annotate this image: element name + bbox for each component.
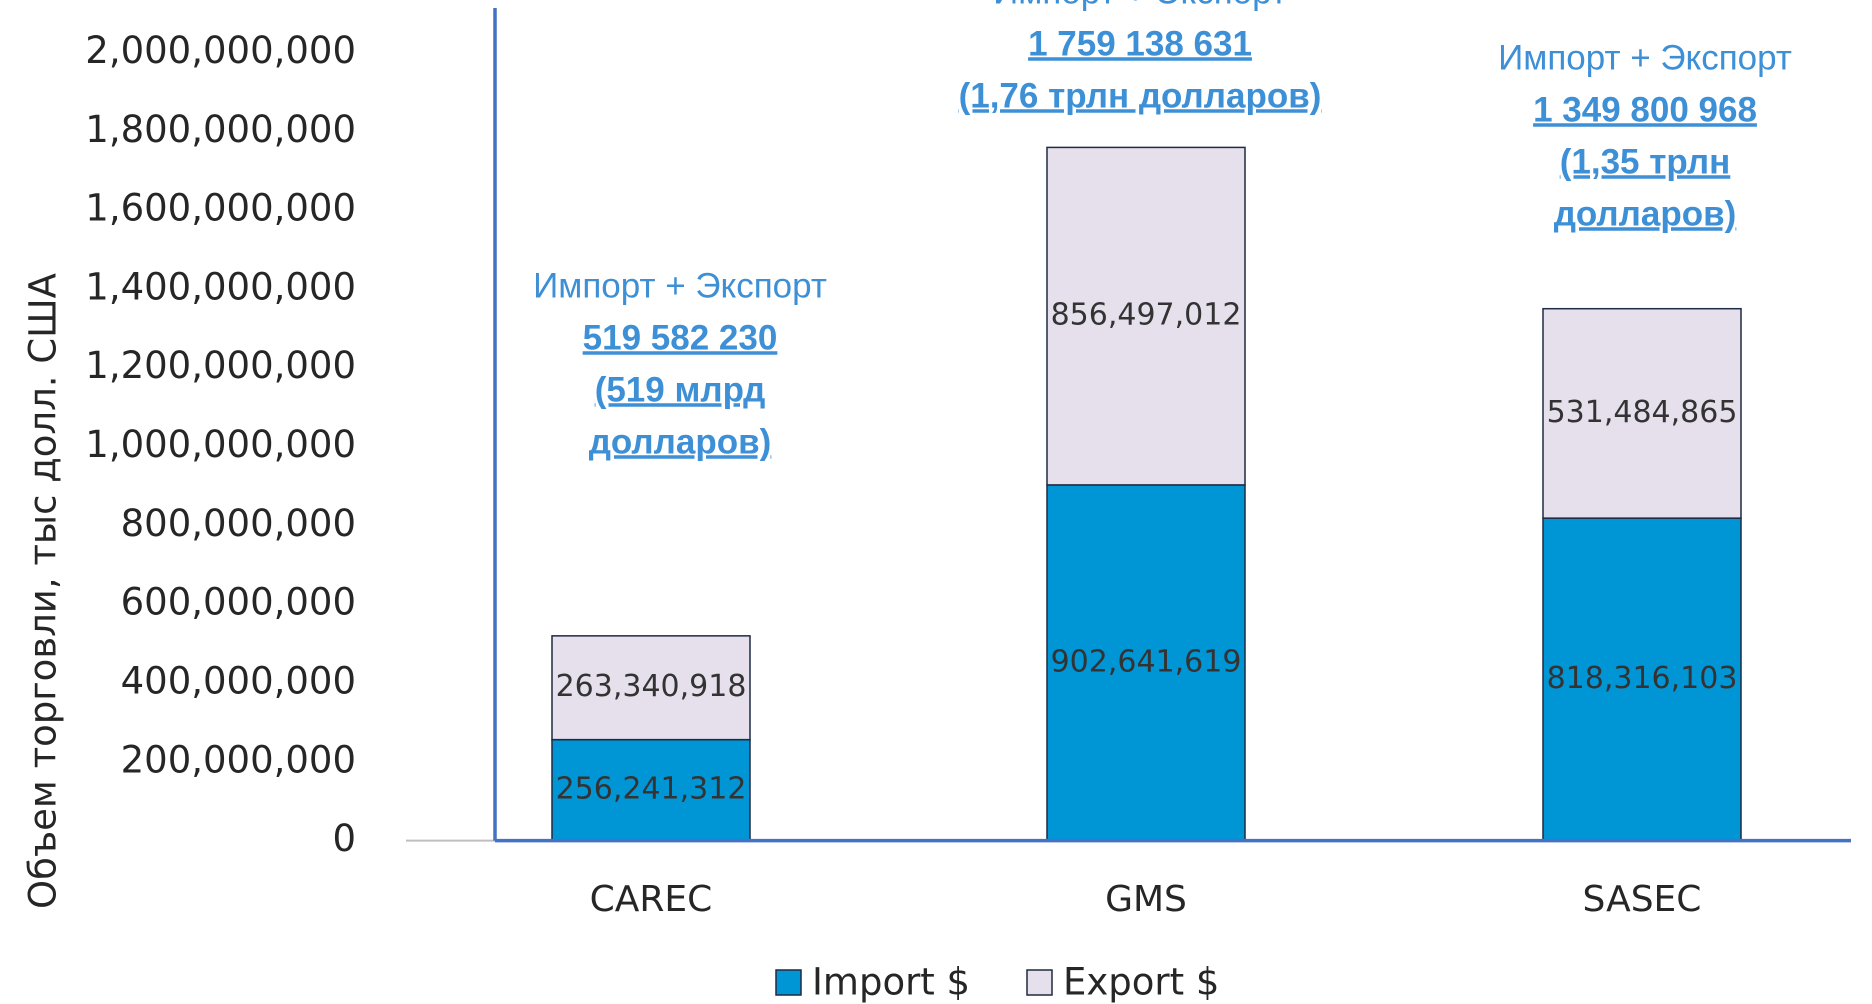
data-label: 263,340,918 — [556, 669, 747, 704]
chart: Объем торговли, тыс долл. США 0 200,000,0… — [0, 0, 1872, 1004]
x-tick-label: CAREC — [590, 879, 713, 920]
y-tick-label: 800,000,000 — [121, 502, 356, 545]
annotation-total: 1 759 138 631 — [1028, 24, 1252, 63]
legend-marker — [1027, 970, 1052, 995]
annotation-total: (1,35 трлн — [1560, 142, 1731, 181]
annotation-total: долларов) — [589, 422, 772, 461]
annotation-title: Импорт + Экспорт — [993, 0, 1287, 11]
data-label: 531,484,865 — [1547, 395, 1738, 430]
annotation-title: Импорт + Экспорт — [1498, 38, 1792, 77]
data-label: 902,641,619 — [1051, 644, 1242, 679]
annotation-total: долларов) — [1554, 194, 1737, 233]
y-tick-label: 1,800,000,000 — [85, 108, 356, 151]
y-tick-label: 200,000,000 — [121, 738, 356, 781]
legend-marker — [776, 970, 801, 995]
y-tick-label: 1,600,000,000 — [85, 187, 356, 230]
y-tick-label: 2,000,000,000 — [85, 29, 356, 72]
annotation-title: Импорт + Экспорт — [533, 266, 827, 305]
y-tick-label: 1,400,000,000 — [85, 265, 356, 308]
annotation-total: (1,76 трлн долларов) — [959, 76, 1322, 115]
annotation-total: (519 млрд — [595, 370, 766, 409]
legend-label: Export $ — [1063, 961, 1219, 1004]
y-tick-label: 1,000,000,000 — [85, 423, 356, 466]
data-label: 856,497,012 — [1051, 298, 1242, 333]
data-label: 256,241,312 — [556, 772, 747, 807]
annotation-total: 519 582 230 — [583, 318, 778, 357]
y-tick-label: 0 — [332, 817, 356, 860]
legend-label: Import $ — [812, 961, 970, 1004]
y-axis-title: Объем торговли, тыс долл. США — [22, 273, 65, 909]
x-tick-label: SASEC — [1583, 879, 1702, 920]
x-tick-label: GMS — [1105, 879, 1187, 920]
data-label: 818,316,103 — [1547, 661, 1738, 696]
y-tick-label: 600,000,000 — [121, 581, 356, 624]
annotation-total: 1 349 800 968 — [1533, 90, 1757, 129]
y-tick-label: 1,200,000,000 — [85, 344, 356, 387]
y-tick-label: 400,000,000 — [121, 659, 356, 702]
